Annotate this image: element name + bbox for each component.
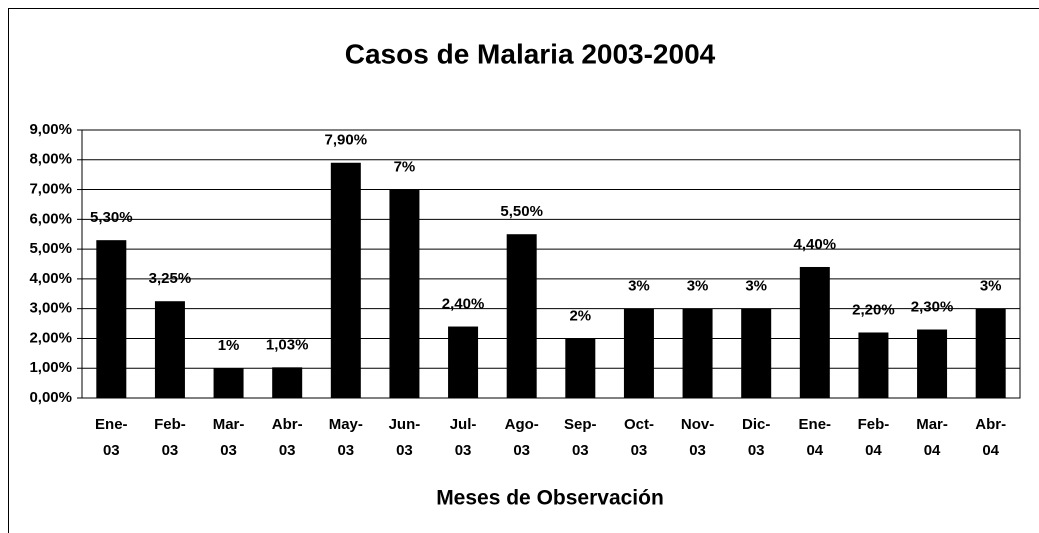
value-label: 4,40% bbox=[794, 236, 837, 253]
x-tick-label: Ene-04 bbox=[799, 416, 832, 459]
value-label: 7% bbox=[394, 159, 416, 176]
bar bbox=[858, 332, 889, 398]
y-tick-label: 8,00% bbox=[29, 151, 72, 168]
value-label: 2,40% bbox=[442, 296, 485, 313]
bar bbox=[975, 308, 1006, 398]
bar bbox=[623, 308, 654, 398]
value-label: 3% bbox=[628, 278, 650, 295]
x-tick-label: Oct-03 bbox=[624, 416, 654, 459]
bar bbox=[154, 301, 185, 398]
value-label: 7,90% bbox=[325, 132, 368, 149]
x-tick-label: Dic-03 bbox=[742, 416, 770, 459]
value-label: 2,30% bbox=[911, 298, 954, 315]
x-tick-label: Mar-04 bbox=[916, 416, 948, 459]
bar bbox=[799, 266, 830, 398]
value-label: 1,03% bbox=[266, 336, 309, 353]
bar bbox=[741, 308, 772, 398]
bar bbox=[448, 326, 479, 398]
bar bbox=[506, 234, 537, 398]
x-tick-label: Ene-03 bbox=[95, 416, 128, 459]
bar bbox=[682, 308, 713, 398]
bar bbox=[96, 240, 127, 398]
x-tick-label: May-03 bbox=[329, 416, 363, 459]
y-tick-label: 4,00% bbox=[29, 270, 72, 287]
y-tick-label: 5,00% bbox=[29, 240, 72, 257]
value-label: 5,30% bbox=[90, 209, 133, 226]
value-label: 3,25% bbox=[149, 270, 192, 287]
y-tick-label: 3,00% bbox=[29, 300, 72, 317]
x-tick-label: Feb-03 bbox=[154, 416, 186, 459]
x-tick-label: Nov-03 bbox=[681, 416, 714, 459]
value-label: 1% bbox=[218, 337, 240, 354]
value-label: 2,20% bbox=[852, 301, 895, 318]
y-tick-label: 7,00% bbox=[29, 181, 72, 198]
bar bbox=[565, 338, 596, 398]
x-tick-label: Feb-04 bbox=[858, 416, 890, 459]
y-tick-label: 2,00% bbox=[29, 329, 72, 346]
x-tick-label: Mar-03 bbox=[213, 416, 245, 459]
x-tick-label: Abr-03 bbox=[272, 416, 303, 459]
bar bbox=[389, 189, 420, 398]
x-tick-label: Sep-03 bbox=[564, 416, 597, 459]
chart-title: Casos de Malaria 2003-2004 bbox=[345, 38, 716, 69]
value-label: 3% bbox=[687, 278, 709, 295]
bar bbox=[330, 162, 361, 398]
bar bbox=[272, 367, 303, 398]
value-label: 3% bbox=[745, 278, 767, 295]
value-label: 3% bbox=[980, 278, 1002, 295]
value-label: 5,50% bbox=[500, 203, 543, 220]
x-tick-label: Ago-03 bbox=[505, 416, 539, 459]
y-tick-label: 9,00% bbox=[29, 121, 72, 138]
plot-area bbox=[81, 129, 1021, 399]
x-tick-label: Jun-03 bbox=[389, 416, 421, 459]
bar bbox=[917, 329, 948, 398]
bar bbox=[213, 368, 244, 398]
x-tick-label: Abr-04 bbox=[975, 416, 1006, 459]
y-tick-label: 1,00% bbox=[29, 359, 72, 376]
y-tick-label: 0,00% bbox=[29, 389, 72, 406]
value-label: 2% bbox=[569, 307, 591, 324]
y-tick-label: 6,00% bbox=[29, 210, 72, 227]
x-tick-label: Jul-03 bbox=[450, 416, 477, 459]
x-axis-title: Meses de Observación bbox=[436, 487, 664, 510]
